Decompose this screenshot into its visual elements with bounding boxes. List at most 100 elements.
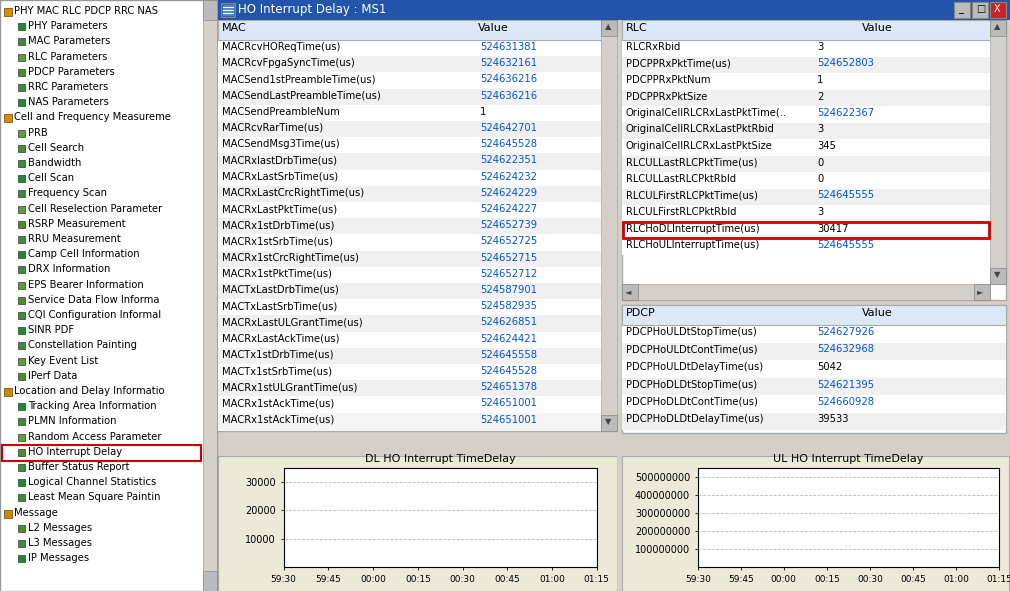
Bar [622,89,990,106]
Text: ▼: ▼ [994,270,1001,279]
Bar [18,495,25,501]
Bar [203,571,217,591]
Text: Cell Reselection Parameter: Cell Reselection Parameter [28,204,163,213]
Text: 524645528: 524645528 [480,366,537,376]
Bar [218,380,601,397]
Bar [622,20,1006,300]
Bar [622,155,990,172]
Text: PHY MAC RLC PDCP RRC NAS: PHY MAC RLC PDCP RRC NAS [14,6,158,16]
Text: 345: 345 [817,141,836,151]
Bar [18,464,25,471]
Bar [18,236,25,243]
Text: 524652715: 524652715 [480,252,537,262]
Text: 524652725: 524652725 [480,236,537,246]
Text: Cell Scan: Cell Scan [28,173,74,183]
Bar [18,129,25,137]
Text: ►: ► [977,287,984,296]
Bar [990,20,1006,36]
Text: PDCPPRxPktNum: PDCPPRxPktNum [626,75,710,85]
Bar [18,69,25,76]
Bar [622,40,990,57]
Text: MACRx1stDrbTime(us): MACRx1stDrbTime(us) [222,220,334,230]
Bar [954,2,970,18]
Bar [18,434,25,441]
Text: HO Interrupt Delay : MS1: HO Interrupt Delay : MS1 [238,3,387,16]
Text: 524645528: 524645528 [480,139,537,149]
Bar [18,38,25,46]
Bar [18,403,25,410]
Text: Buffer Status Report: Buffer Status Report [28,462,129,472]
Text: Value: Value [478,23,509,33]
Text: RLC: RLC [626,23,647,33]
Bar [218,235,601,251]
Text: RSRP Measurement: RSRP Measurement [28,219,125,229]
Text: MAC: MAC [222,23,246,33]
Text: 524660928: 524660928 [817,397,874,407]
Bar [622,343,1006,360]
Text: MACRcvFpgaSyncTime(us): MACRcvFpgaSyncTime(us) [222,58,355,68]
Bar [601,20,617,431]
Text: PDCPHoDLDtContTime(us): PDCPHoDLDtContTime(us) [626,397,758,407]
Text: MACSend1stPreambleTime(us): MACSend1stPreambleTime(us) [222,74,376,85]
Bar [218,413,601,431]
Bar [622,73,990,89]
Text: MACRxLastULGrantTime(us): MACRxLastULGrantTime(us) [222,317,363,327]
Text: 524645558: 524645558 [480,350,537,360]
Bar [222,4,234,16]
Text: PRB: PRB [28,128,47,138]
Bar [203,0,217,20]
Bar [18,297,25,304]
Text: Location and Delay Informatio: Location and Delay Informatio [14,386,165,396]
Text: Cell Search: Cell Search [28,143,84,153]
Bar [622,325,1006,343]
Bar [18,373,25,380]
Bar [622,172,990,189]
Text: 524632161: 524632161 [480,58,537,68]
Bar [622,238,990,255]
Bar [218,456,617,591]
Text: RLCHoDLInterruptTime(us): RLCHoDLInterruptTime(us) [626,223,760,233]
Text: 524624227: 524624227 [480,204,537,214]
Bar [972,2,988,18]
Text: RLCULLastRLCPktRbId: RLCULLastRLCPktRbId [626,174,736,184]
Bar [18,418,25,426]
Text: Frequency Scan: Frequency Scan [28,189,107,199]
Bar [18,160,25,167]
Text: RLCULFirstRLCPktRbId: RLCULFirstRLCPktRbId [626,207,736,217]
Bar [18,449,25,456]
Text: _: _ [958,4,963,14]
Bar [218,154,601,170]
Bar [18,525,25,532]
Text: 524636216: 524636216 [480,90,537,100]
Text: MACRx1stULGrantTime(us): MACRx1stULGrantTime(us) [222,382,358,392]
Text: MAC Parameters: MAC Parameters [28,37,110,47]
Bar [2,445,201,461]
Bar [18,190,25,197]
Bar [18,358,25,365]
Bar [218,20,617,431]
Text: 524651001: 524651001 [480,398,537,408]
Text: IP Messages: IP Messages [28,553,89,563]
Text: Service Data Flow Informa: Service Data Flow Informa [28,295,160,305]
Text: 524622351: 524622351 [480,155,537,165]
Text: 524631381: 524631381 [480,42,537,52]
Bar [18,281,25,288]
Text: 0: 0 [817,157,823,167]
Text: MACRxLastCrcRightTime(us): MACRxLastCrcRightTime(us) [222,188,365,198]
Text: PHY Parameters: PHY Parameters [28,21,108,31]
Bar [18,23,25,30]
Text: 524621395: 524621395 [817,379,874,389]
Bar [18,312,25,319]
Text: PDCP Parameters: PDCP Parameters [28,67,115,77]
Text: ▲: ▲ [605,22,611,31]
Text: RRU Measurement: RRU Measurement [28,234,121,244]
Bar [18,206,25,213]
Text: Key Event List: Key Event List [28,356,98,366]
Bar [218,202,601,218]
Text: SINR PDF: SINR PDF [28,325,74,335]
Text: 524624232: 524624232 [480,171,537,181]
Bar [622,284,990,300]
Bar [601,20,617,36]
Bar [622,106,990,122]
Text: DRX Information: DRX Information [28,264,110,274]
